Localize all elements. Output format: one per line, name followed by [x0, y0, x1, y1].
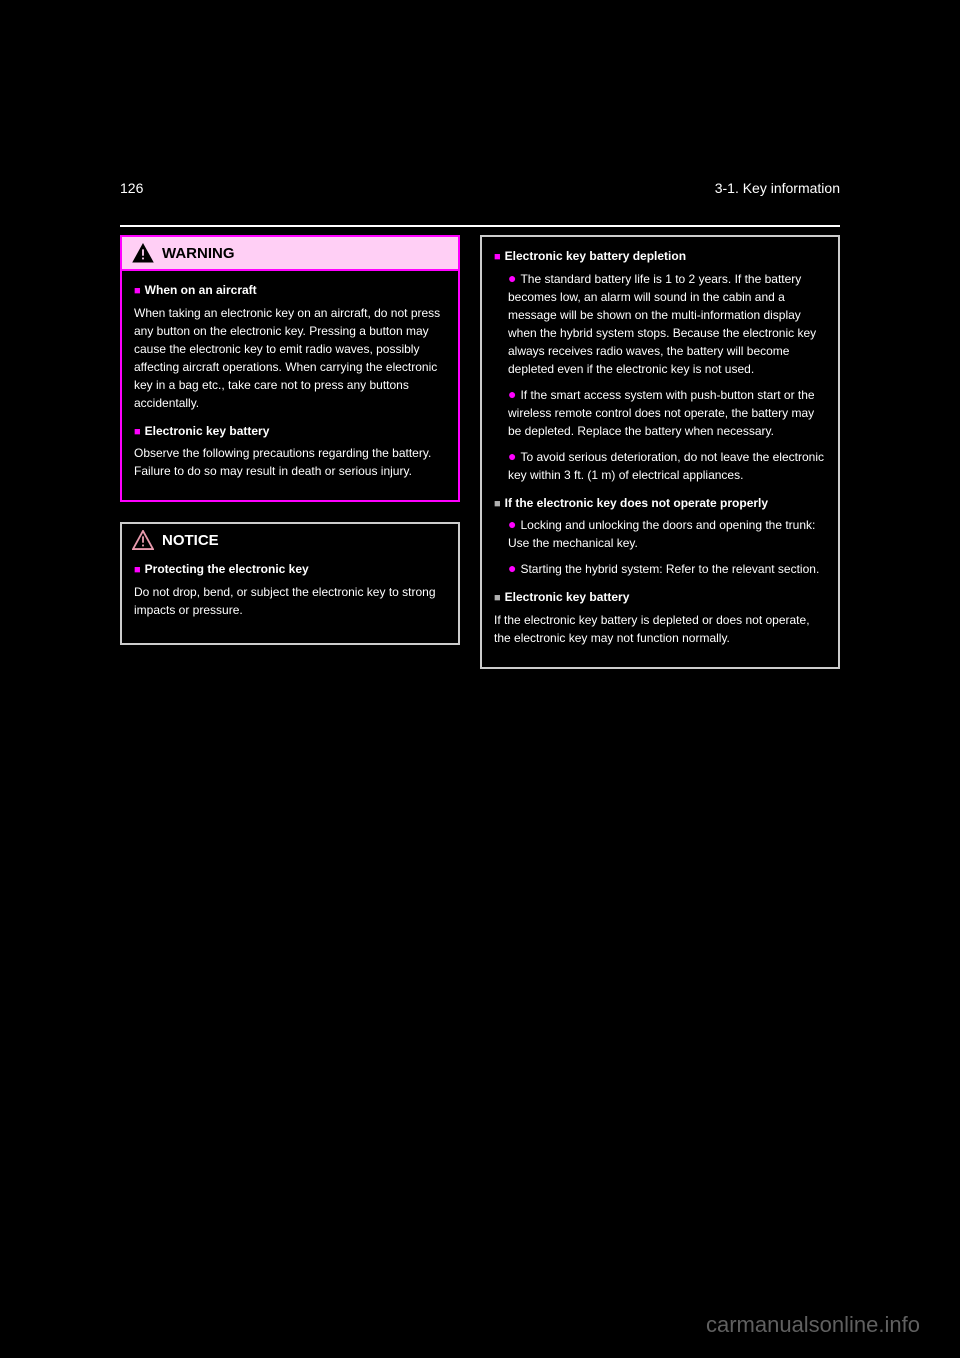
info-s2-item-0: Locking and unlocking the doors and open…	[508, 518, 815, 550]
info-s1-item-0: The standard battery life is 1 to 2 year…	[508, 272, 816, 376]
notice-label: NOTICE	[162, 532, 219, 549]
square-bullet-icon: ■	[494, 249, 501, 266]
info-s1-item-1: If the smart access system with push-but…	[508, 388, 815, 438]
warning-label: WARNING	[162, 245, 235, 262]
page-header: 126 3-1. Key information	[120, 180, 840, 196]
notice-s1-title: Protecting the electronic key	[145, 562, 309, 576]
warning-s1-title: When on an aircraft	[145, 283, 257, 297]
info-s1-head: ■ Electronic key battery depletion	[494, 247, 826, 266]
dot-bullet-icon: ●	[508, 449, 516, 463]
dot-bullet-icon: ●	[508, 387, 516, 401]
info-s3-head: ■ Electronic key battery	[494, 588, 826, 607]
warning-triangle-icon	[132, 243, 154, 263]
list-item: ●If the smart access system with push-bu…	[494, 386, 826, 440]
warning-section-2: ■ Electronic key battery Observe the foll…	[134, 422, 446, 481]
dot-bullet-icon: ●	[508, 271, 516, 285]
warning-heading: WARNING	[122, 237, 458, 271]
right-column: ■Electronic key battery depletion ●The s…	[480, 235, 840, 669]
divider-line	[120, 225, 840, 227]
notice-section-1: ■ Protecting the electronic key Do not dr…	[134, 560, 446, 619]
info-s3-title: Electronic key battery	[505, 590, 630, 604]
warning-s1-head: ■ When on an aircraft	[134, 281, 446, 300]
info-s3-body: If the electronic key battery is deplete…	[494, 611, 826, 647]
square-bullet-icon: ■	[494, 590, 501, 607]
section-label: 3-1. Key information	[715, 180, 840, 196]
notice-s1-body: Do not drop, bend, or subject the electr…	[134, 583, 446, 619]
info-section-2: ■ If the electronic key does not operate …	[494, 494, 826, 579]
page-number: 126	[120, 180, 143, 196]
info-s2-item-1: Starting the hybrid system: Refer to the…	[520, 562, 819, 576]
warning-box: WARNING ■ When on an aircraft When taking…	[120, 235, 460, 502]
notice-triangle-icon	[132, 530, 154, 550]
left-column: WARNING ■ When on an aircraft When taking…	[120, 235, 460, 669]
warning-s2-head: ■ Electronic key battery	[134, 422, 446, 441]
square-bullet-icon: ■	[134, 283, 141, 300]
info-s2-title: If the electronic key does not operate p…	[505, 496, 768, 510]
info-s1-title: Electronic key battery depletion	[505, 249, 686, 263]
square-bullet-icon: ■	[134, 562, 141, 579]
notice-s1-head: ■ Protecting the electronic key	[134, 560, 446, 579]
warning-s2-title: Electronic key battery	[145, 424, 270, 438]
info-s1-item-2: To avoid serious deterioration, do not l…	[508, 450, 824, 482]
info-s2-head: ■ If the electronic key does not operate …	[494, 494, 826, 513]
warning-section-1: ■ When on an aircraft When taking an elec…	[134, 281, 446, 412]
square-bullet-icon: ■	[134, 424, 141, 441]
info-box: ■Electronic key battery depletion ●The s…	[480, 235, 840, 669]
content-area: WARNING ■ When on an aircraft When taking…	[120, 235, 840, 669]
info-section-3: ■ Electronic key battery If the electroni…	[494, 588, 826, 647]
watermark-text: carmanualsonline.info	[706, 1312, 920, 1338]
dot-bullet-icon: ●	[508, 517, 516, 531]
warning-body: ■ When on an aircraft When taking an elec…	[122, 271, 458, 500]
notice-heading: NOTICE	[122, 524, 458, 556]
info-section-1: ■Electronic key battery depletion ●The s…	[494, 247, 826, 484]
notice-box: NOTICE ■ Protecting the electronic key Do…	[120, 522, 460, 645]
list-item: ●Locking and unlocking the doors and ope…	[494, 516, 826, 552]
dot-bullet-icon: ●	[508, 561, 516, 575]
list-item: ● Starting the hybrid system: Refer to th…	[494, 560, 826, 578]
list-item: ●The standard battery life is 1 to 2 yea…	[494, 270, 826, 378]
warning-s1-body: When taking an electronic key on an airc…	[134, 304, 446, 412]
square-bullet-icon: ■	[494, 496, 501, 513]
list-item: ●To avoid serious deterioration, do not …	[494, 448, 826, 484]
warning-s2-body: Observe the following precautions regard…	[134, 444, 446, 480]
notice-body: ■ Protecting the electronic key Do not dr…	[122, 556, 458, 643]
